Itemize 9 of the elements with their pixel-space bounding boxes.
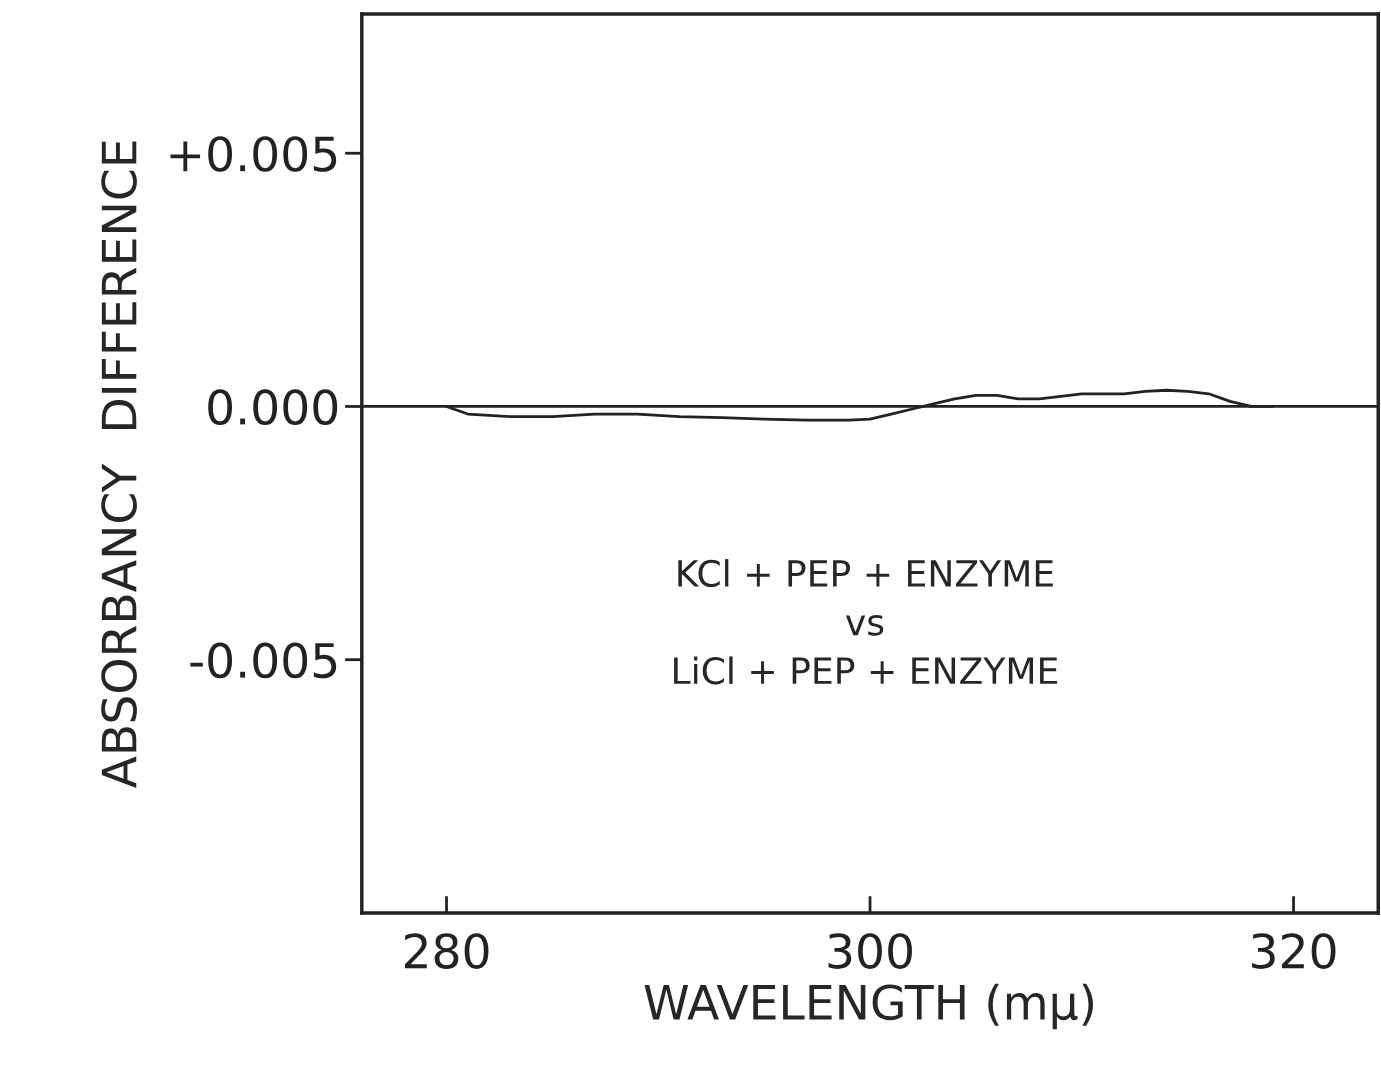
y-tick-label: +0.005 — [170, 136, 337, 172]
y-tick-label: -0.005 — [190, 642, 337, 679]
y-tick-label: 0.000 — [208, 389, 338, 426]
x-axis-title: WAVELENGTH (mμ) — [644, 983, 1094, 1030]
annotation: KCl + PEP + ENZYME vs LiCl + PEP + ENZYME — [674, 559, 1058, 685]
x-tick-label: 320 — [1252, 933, 1336, 969]
x-tick-label: 280 — [404, 933, 489, 969]
x-tick-label: 300 — [828, 933, 912, 969]
y-axis-title: ABSORBANCY DIFFERENCE — [101, 141, 137, 789]
